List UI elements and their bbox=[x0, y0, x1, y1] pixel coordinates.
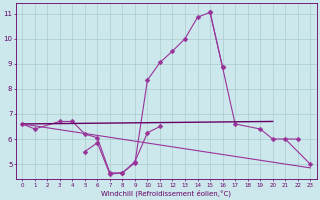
X-axis label: Windchill (Refroidissement éolien,°C): Windchill (Refroidissement éolien,°C) bbox=[101, 189, 231, 197]
